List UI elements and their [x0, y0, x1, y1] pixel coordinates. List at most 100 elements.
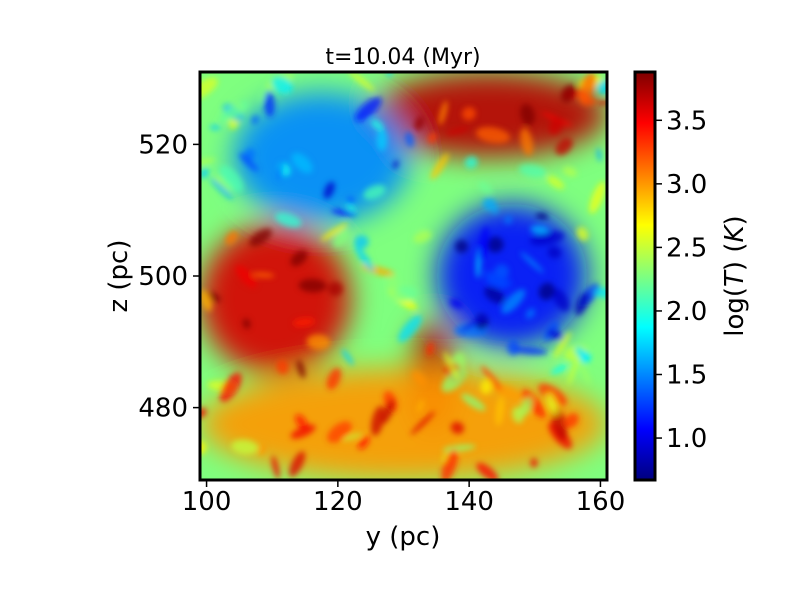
colorbar-tick-label: 2.5 — [666, 233, 707, 263]
turbulence-filament — [292, 317, 315, 327]
turbulence-filament — [507, 340, 520, 356]
turbulence-filament — [341, 349, 354, 366]
turbulence-filament — [258, 85, 268, 103]
y-axis-label: z (pc) — [104, 240, 134, 313]
x-tick-label: 100 — [182, 487, 232, 517]
y-tick-label: 480 — [138, 394, 188, 424]
turbulence-filament — [525, 308, 536, 319]
turbulence-filament — [520, 103, 535, 126]
turbulence-filament — [209, 124, 221, 130]
turbulence-filament — [596, 147, 602, 162]
turbulence-filament — [296, 359, 306, 379]
turbulence-filament — [530, 458, 538, 468]
turbulence-filament — [264, 90, 275, 117]
colorbar-ticks: 1.0 1.5 2.0 2.5 3.0 3.5 — [655, 106, 707, 454]
colorbar: 1.0 1.5 2.0 2.5 3.0 3.5 — [633, 70, 707, 482]
turbulence-filament — [411, 370, 427, 386]
turbulence-filament — [348, 72, 375, 92]
turbulence-filament — [475, 126, 510, 144]
turbulence-filament — [289, 451, 306, 477]
turbulence-filament — [219, 372, 242, 402]
turbulence-filament — [552, 288, 570, 312]
turbulence-filament — [478, 226, 490, 262]
turbulence-filament — [298, 278, 327, 293]
turbulence-filament — [553, 331, 572, 359]
turbulence-filament — [555, 137, 573, 156]
turbulence-filament — [333, 229, 350, 248]
turbulence-filament — [370, 119, 384, 131]
turbulence-filament — [529, 231, 565, 246]
turbulence-filament — [354, 245, 374, 272]
turbulence-filament — [442, 444, 476, 452]
turbulence-filament — [520, 127, 534, 156]
colorbar-tick-label: 2.0 — [666, 297, 707, 327]
turbulence-filament — [530, 225, 549, 235]
y-axis: 480 500 520 — [138, 130, 200, 424]
turbulence-filament — [562, 166, 577, 177]
turbulence-filament — [242, 318, 251, 329]
colorbar-tick-label: 1.5 — [666, 361, 707, 391]
heatmap-region — [200, 223, 351, 375]
turbulence-filament — [548, 117, 564, 135]
turbulence-filament — [441, 368, 467, 393]
turbulence-filament — [460, 315, 489, 332]
turbulence-filament — [567, 355, 580, 386]
turbulence-filament — [574, 292, 590, 316]
turbulence-filament — [438, 100, 448, 126]
turbulence-filament — [441, 449, 458, 480]
turbulence-filament — [271, 455, 280, 479]
turbulence-filament — [483, 271, 508, 289]
turbulence-filament — [547, 329, 565, 341]
turbulence-filament — [538, 383, 568, 406]
turbulence-filament — [594, 287, 607, 298]
turbulence-filament — [413, 230, 432, 244]
turbulence-filament — [306, 334, 331, 350]
turbulence-filament — [563, 413, 579, 429]
turbulence-filament — [578, 361, 591, 385]
turbulence-filament — [200, 168, 210, 179]
turbulence-filament — [443, 351, 460, 381]
turbulence-filament — [354, 235, 369, 249]
chart-title: t=10.04 (Myr) — [325, 45, 480, 70]
turbulence-filament — [200, 77, 218, 101]
turbulence-filament — [520, 251, 544, 274]
turbulence-filament — [430, 153, 449, 180]
turbulence-filament — [578, 72, 597, 103]
turbulence-filament — [225, 231, 239, 245]
colorbar-frame — [633, 70, 657, 482]
turbulence-filament — [589, 181, 606, 214]
colorbar-tick-label: 3.5 — [666, 106, 707, 136]
turbulence-filament — [386, 274, 399, 299]
turbulence-filament — [449, 298, 464, 309]
turbulence-filament — [492, 206, 499, 215]
turbulence-filament — [546, 175, 565, 190]
turbulence-filament — [251, 272, 275, 278]
turbulence-filament — [200, 289, 212, 312]
turbulence-filament — [219, 165, 244, 193]
turbulence-filament — [484, 286, 505, 304]
turbulence-filament — [538, 282, 555, 300]
heatmap — [200, 72, 607, 480]
turbulence-filament — [521, 389, 546, 418]
colorbar-gradient — [635, 72, 655, 480]
turbulence-filament — [596, 80, 607, 95]
x-tick-label: 160 — [576, 487, 626, 517]
turbulence-filament — [574, 346, 589, 362]
turbulence-filament — [476, 462, 499, 480]
turbulence-filament — [455, 239, 469, 253]
turbulence-filament — [363, 184, 386, 200]
colorbar-tick-label: 1.0 — [666, 424, 707, 454]
turbulence-filament — [323, 181, 335, 199]
turbulence-filament — [354, 96, 382, 122]
turbulence-filament — [504, 215, 513, 225]
turbulence-filament — [445, 126, 470, 135]
heatmap-region — [232, 91, 411, 224]
turbulence-filament — [576, 226, 589, 242]
turbulence-filament — [200, 158, 216, 166]
x-axis-label: y (pc) — [366, 522, 441, 552]
turbulence-filament — [462, 107, 476, 121]
turbulence-filament — [392, 160, 399, 169]
y-tick-label: 500 — [138, 262, 188, 292]
turbulence-filament — [392, 286, 418, 302]
